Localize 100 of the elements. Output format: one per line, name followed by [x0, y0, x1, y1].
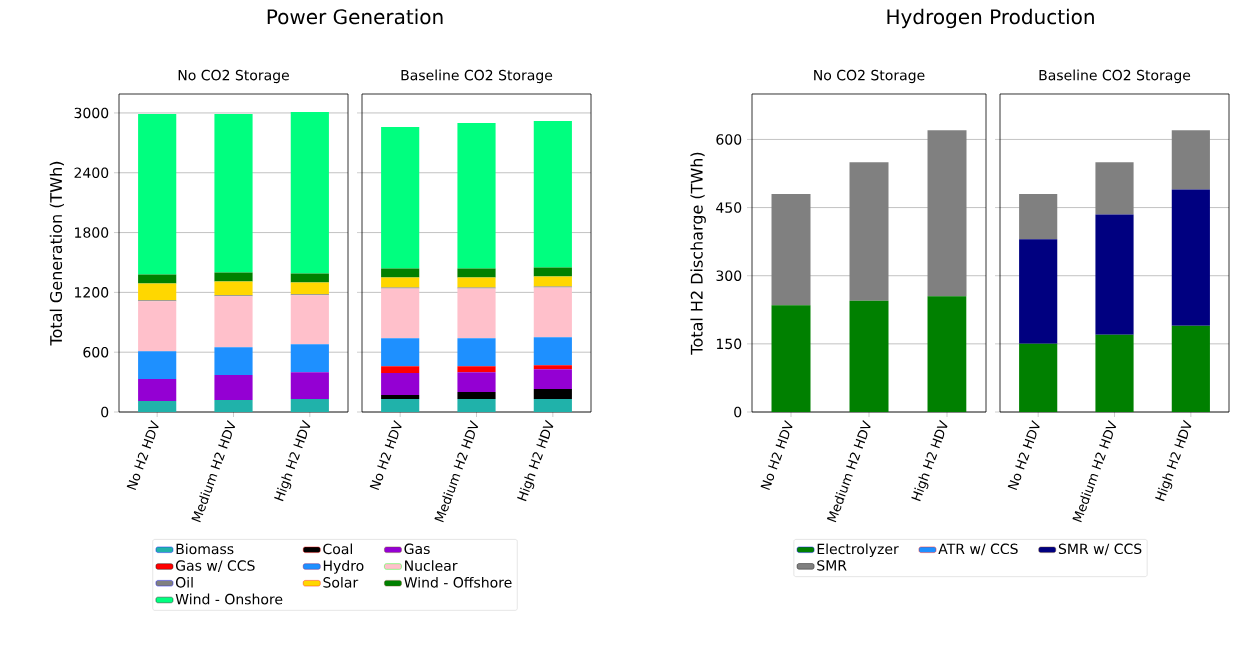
bar [457, 268, 496, 278]
legend-label: Solar [323, 576, 359, 588]
chart-subtitle: No CO2 Storage [814, 69, 925, 84]
bar [457, 372, 496, 393]
bar [381, 126, 420, 269]
bar [290, 273, 329, 283]
y-tick-label: 1200 [75, 287, 109, 298]
bar [1019, 193, 1058, 240]
x-tick-label: High H2 HDV [1155, 419, 1192, 502]
y-axis-title: Total H2 Discharge (TWh) [690, 152, 706, 355]
bar [1095, 334, 1134, 412]
bar [381, 395, 420, 400]
bar [457, 399, 496, 412]
bar [533, 389, 572, 400]
y-tick-label: 300 [716, 270, 742, 282]
y-tick-label: 0 [101, 406, 109, 418]
bar [533, 120, 572, 268]
bar [290, 344, 329, 373]
bar [457, 392, 496, 400]
y-tick-label: 450 [716, 202, 742, 213]
y-axis-title: Total Generation (TWh) [49, 161, 64, 346]
y-tick-label: 600 [716, 134, 742, 145]
legend-label: Gas w/ CCS [175, 560, 255, 572]
bar [1019, 239, 1058, 344]
y-tick-label: 150 [716, 338, 742, 350]
bar [533, 337, 572, 366]
bar [849, 300, 889, 412]
bar [457, 338, 496, 367]
bar [381, 338, 420, 367]
bar [533, 399, 572, 412]
legend-label: Wind - Onshore [175, 593, 283, 605]
bar [138, 283, 177, 301]
bar [214, 347, 253, 376]
legend-label: SMR [817, 560, 847, 571]
legend-label: ATR w/ CCS [938, 543, 1018, 556]
bar [1019, 343, 1058, 412]
bar [138, 274, 177, 284]
bar [381, 399, 420, 412]
chart-subtitle: Baseline CO2 Storage [401, 69, 553, 84]
bar [381, 373, 420, 396]
x-tick-label: High H2 HDV [274, 419, 311, 502]
bar [290, 295, 329, 345]
bar [138, 301, 177, 352]
legend-label: Biomass [176, 543, 234, 555]
x-tick-label: No H2 HDV [1007, 420, 1040, 491]
bar [771, 193, 811, 306]
y-tick-label: 2400 [74, 167, 109, 179]
bar [290, 372, 329, 400]
bar [533, 365, 572, 370]
bar [1095, 162, 1134, 215]
chart-title: Hydrogen Production [887, 8, 1094, 29]
chart-title: Power Generation [267, 8, 443, 25]
bar [1171, 130, 1210, 190]
bar [214, 375, 253, 401]
bar [927, 296, 967, 412]
bar [457, 122, 496, 269]
x-tick-label: No H2 HDV [369, 420, 402, 491]
y-tick-label: 1800 [75, 227, 109, 238]
legend-label: Gas [404, 543, 430, 555]
bar [533, 369, 572, 390]
bar [214, 272, 253, 282]
bar [927, 130, 967, 297]
bar [138, 401, 177, 412]
bar [771, 305, 811, 412]
bar [381, 268, 420, 278]
y-tick-label: 0 [734, 406, 742, 418]
chart-subtitle: No CO2 Storage [178, 69, 289, 84]
bar [533, 276, 572, 287]
legend-label: Nuclear [405, 560, 458, 571]
bar [381, 366, 420, 374]
bar [457, 288, 496, 339]
legend-label: Coal [323, 543, 352, 555]
legend-label: Electrolyzer [817, 543, 899, 557]
x-tick-label: No H2 HDV [760, 420, 793, 491]
bar [214, 113, 253, 273]
legend-label: Wind - Offshore [404, 576, 512, 588]
bar [533, 287, 572, 338]
x-tick-label: No H2 HDV [126, 420, 159, 491]
bar [381, 277, 420, 288]
bar [290, 111, 329, 274]
bar [1171, 325, 1210, 412]
bar [138, 113, 177, 275]
bar [381, 288, 420, 339]
chart-subtitle: Baseline CO2 Storage [1039, 69, 1191, 84]
x-tick-label: High H2 HDV [517, 419, 554, 502]
x-tick-label: High H2 HDV [911, 419, 948, 502]
legend-label: Hydro [323, 560, 364, 574]
bar [457, 366, 496, 373]
bar [533, 267, 572, 277]
bar [214, 296, 253, 348]
bar [138, 379, 177, 402]
bar [1095, 214, 1134, 335]
bar [214, 400, 253, 412]
bar [214, 281, 253, 296]
bar [138, 351, 177, 380]
bar [849, 162, 889, 301]
bar [290, 282, 329, 295]
bar [1171, 189, 1210, 326]
bar [290, 399, 329, 412]
y-tick-label: 600 [83, 346, 109, 358]
